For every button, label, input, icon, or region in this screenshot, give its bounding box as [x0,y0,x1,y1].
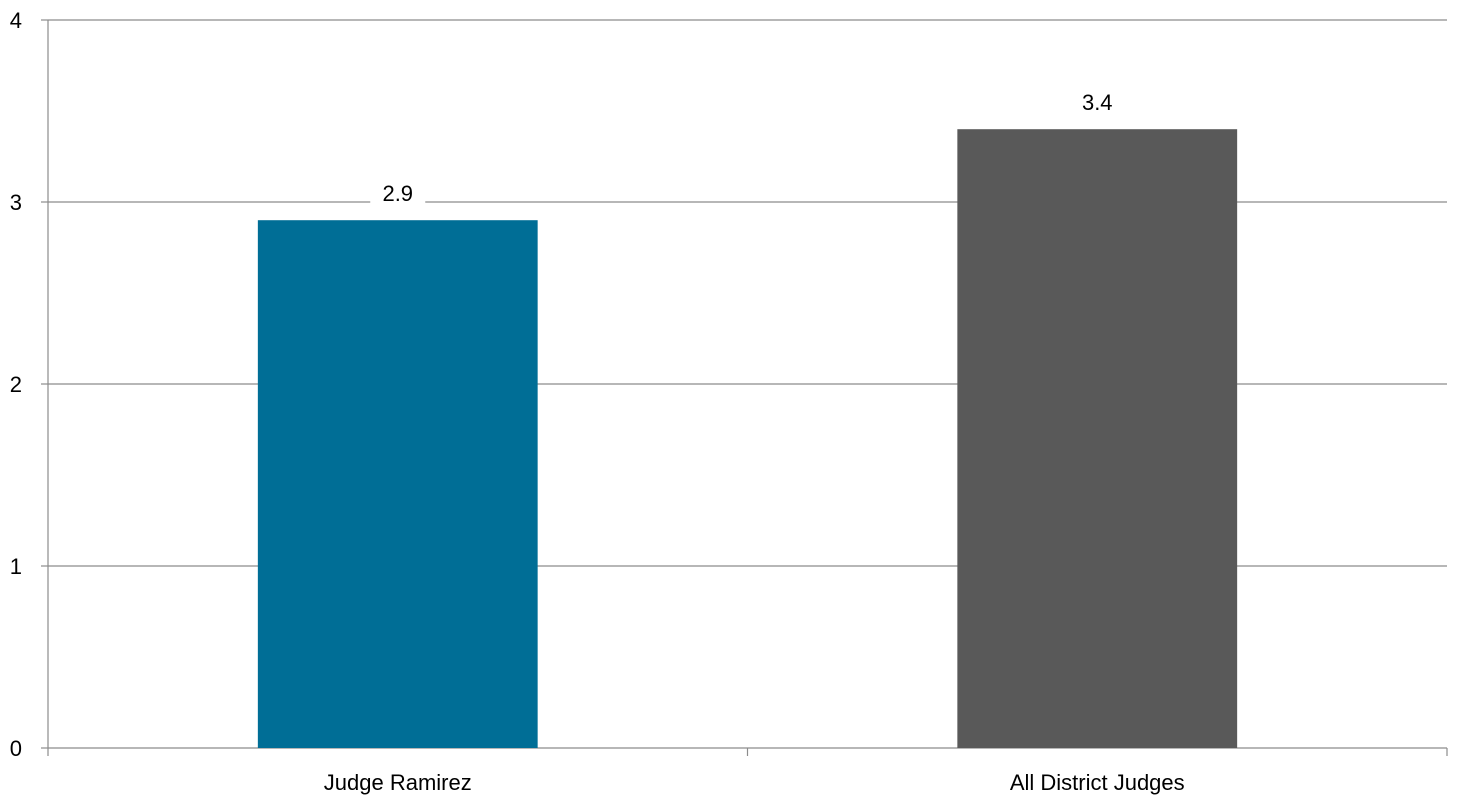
bars [257,129,1238,748]
data-labels: 2.9 3.4 [370,90,1125,210]
y-tick-label: 3 [10,190,22,215]
data-label-background [370,181,426,210]
data-label: 3.4 [1082,90,1113,115]
x-tick-label: Judge Ramirez [324,770,472,795]
y-tick-label: 4 [10,8,22,33]
y-tick-label: 1 [10,554,22,579]
x-axis-ticks: Judge Ramirez All District Judges [47,748,1448,795]
y-tick-label: 0 [10,736,22,761]
y-axis-ticks: 0 1 2 3 4 [10,8,48,761]
bar [957,129,1238,748]
data-label: 2.9 [382,181,413,206]
bar [257,220,538,748]
x-tick-label: All District Judges [1010,770,1185,795]
y-tick-label: 2 [10,372,22,397]
data-label-background [1069,90,1125,119]
